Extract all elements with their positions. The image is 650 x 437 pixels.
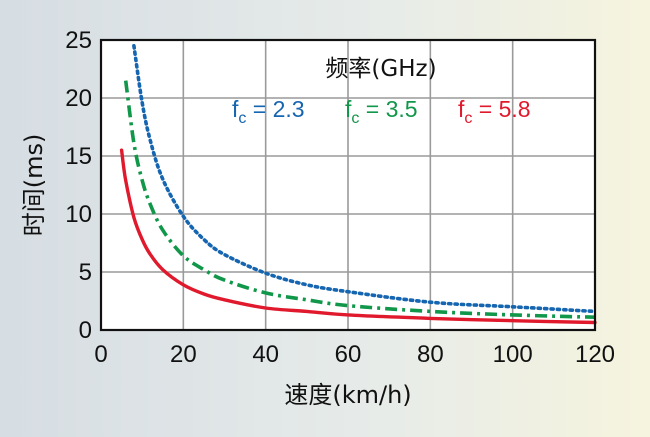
series-line-3 [119,148,597,325]
series-line-1 [132,44,597,314]
x-tick-label: 80 [417,341,444,368]
plot-frame [99,38,597,332]
y-tick-label: 15 [65,143,92,170]
y-tick-label: 10 [65,201,92,228]
legend-title: 频率(GHz) [325,56,436,82]
y-tick-label: 5 [79,259,92,286]
x-tick-label: 40 [252,341,279,368]
legend-entry-1: fc = 2.3 [232,96,305,127]
series-group [119,44,597,325]
x-tick-label: 0 [94,341,107,368]
legend-entry-2: fc = 3.5 [345,96,418,127]
x-tick-label: 60 [335,341,362,368]
y-tick-labels: 0 5 10 15 20 25 [65,27,92,344]
y-tick-label: 20 [65,85,92,112]
x-tick-labels: 0 20 40 60 80 100 120 [94,341,615,368]
y-tick-label: 0 [79,317,92,344]
y-axis-title: 时间(ms) [20,134,48,237]
grid [101,40,595,330]
x-tick-label: 120 [575,341,615,368]
legend: fc = 2.3 fc = 3.5 fc = 5.8 [232,96,531,127]
x-axis-title: 速度(km/h) [284,381,411,409]
y-tick-label: 25 [65,27,92,54]
x-tick-label: 20 [170,341,197,368]
x-tick-label: 100 [493,341,533,368]
series-line-2 [123,80,596,319]
